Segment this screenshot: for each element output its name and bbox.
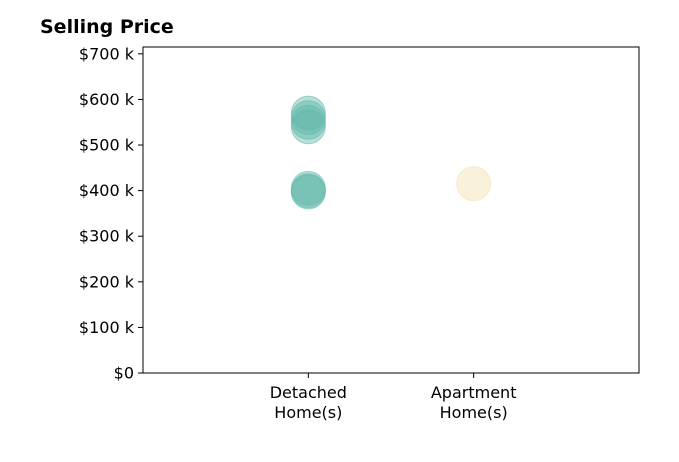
- data-point: [290, 174, 326, 210]
- y-tick-label: $100 k: [79, 318, 135, 337]
- y-tick-label: $500 k: [79, 136, 135, 155]
- data-point: [456, 166, 492, 202]
- data-point: [290, 95, 326, 131]
- y-tick-label: $300 k: [79, 227, 135, 246]
- y-tick-label: $700 k: [79, 44, 135, 63]
- data-point: [290, 104, 326, 140]
- data-point: [290, 100, 326, 136]
- y-tick-label: $200 k: [79, 272, 135, 291]
- x-tick-label: Detached Home(s): [270, 383, 347, 422]
- y-tick-label: $400 k: [79, 181, 135, 200]
- plot-frame: [142, 46, 640, 374]
- y-axis: $0 $100 k $200 k $300 k $400 k $500 k $600 k $7…: [79, 44, 143, 383]
- points-layer: [290, 95, 492, 210]
- x-tick-label-line: Home(s): [440, 403, 508, 422]
- y-tick-label: $0: [114, 364, 134, 383]
- x-axis: Detached Home(s)Apartment Home(s): [270, 373, 517, 422]
- y-tick-label: $600 k: [79, 90, 135, 109]
- x-tick-label-line: Apartment: [431, 383, 517, 402]
- x-tick-label-line: Detached: [270, 383, 347, 402]
- x-tick-label: Apartment Home(s): [431, 383, 517, 422]
- data-point: [290, 109, 326, 145]
- chart-title: Selling Price: [40, 16, 174, 38]
- x-tick-label-line: Home(s): [274, 403, 342, 422]
